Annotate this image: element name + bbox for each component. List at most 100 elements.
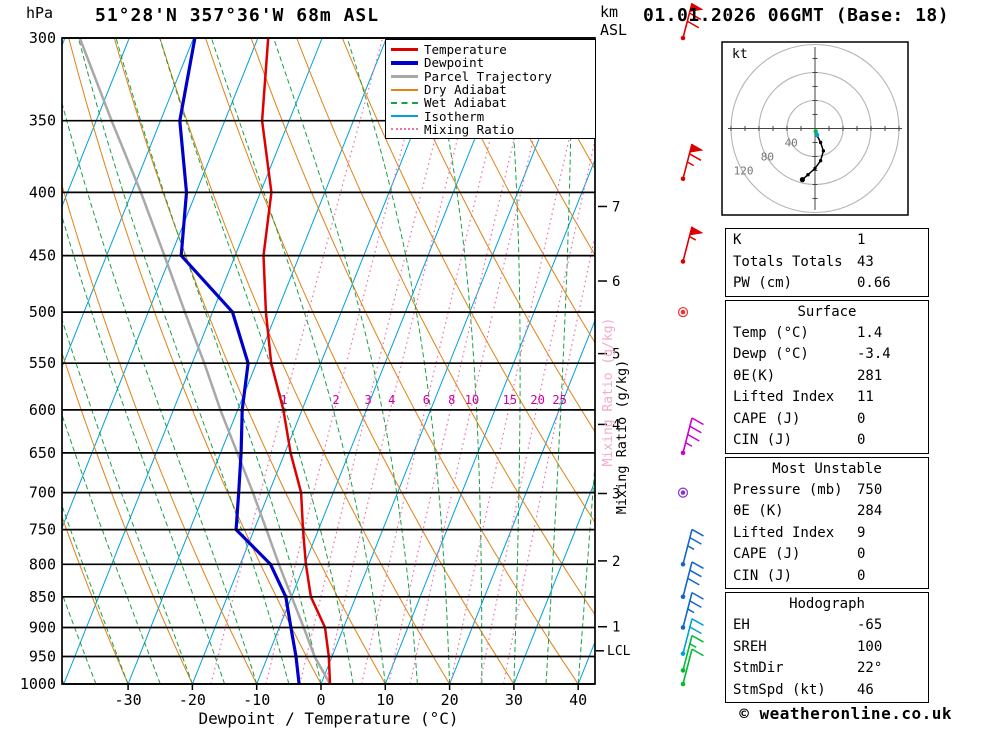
svg-text:120: 120: [734, 165, 754, 178]
svg-text:350: 350: [29, 112, 56, 130]
wind-barb: [680, 561, 704, 600]
svg-text:2: 2: [612, 554, 620, 570]
table-row-label: θE (K): [733, 503, 784, 519]
table-row-label: K: [733, 232, 742, 248]
table-row-value: 9: [857, 524, 866, 541]
legend-item: Dewpoint: [391, 56, 591, 69]
table-row: Totals Totals 43: [726, 252, 928, 274]
table-row: CIN (J) 0: [726, 430, 928, 452]
plot-frame: [61, 37, 596, 685]
svg-text:5: 5: [612, 347, 620, 363]
legend-label: Temperature: [424, 42, 507, 58]
table-row: EH -65: [726, 615, 928, 637]
table-row-label: Temp (°C): [733, 324, 809, 341]
svg-text:950: 950: [29, 647, 56, 665]
legend-swatch: [391, 48, 418, 52]
svg-text:-20: -20: [179, 691, 206, 709]
svg-text:30: 30: [505, 691, 523, 709]
svg-text:1: 1: [280, 393, 287, 407]
svg-text:0: 0: [316, 691, 325, 709]
table-section: K 1 Totals Totals 43 PW (cm) 0.66: [725, 228, 929, 297]
table-row-label: StmDir: [733, 660, 784, 676]
wind-barb: [680, 634, 704, 673]
svg-text:80: 80: [761, 151, 774, 164]
legend-swatch: [391, 74, 418, 78]
table-row: CAPE (J) 0: [726, 544, 928, 566]
wind-barb: [680, 648, 704, 687]
table-row-label: Dewp (°C): [733, 346, 809, 362]
datetime-title: 01.01.2026 06GMT (Base: 18): [643, 5, 950, 26]
legend-label: Dry Adiabat: [424, 82, 507, 98]
svg-text:600: 600: [29, 401, 56, 419]
table-row-label: CIN (J): [733, 432, 793, 448]
table-section: Most Unstable Pressure (mb) 750 θE (K) 284 Li…: [725, 456, 929, 589]
table-row-label: Lifted Index: [733, 389, 835, 405]
legend-label: Mixing Ratio: [424, 121, 515, 137]
wind-barb: [677, 306, 689, 318]
table-row: Dewp (°C) -3.4: [726, 344, 928, 366]
table-row-value: 0: [857, 432, 866, 448]
x-axis-label: Dewpoint / Temperature (°C): [198, 709, 459, 728]
table-row-value: 46: [857, 681, 874, 698]
legend-item: Isotherm: [391, 108, 591, 124]
mixing-ratio-axis-label-ghost: Mixing Ratio (g/kg): [601, 318, 616, 467]
table-row-label: PW (cm): [733, 275, 793, 291]
svg-text:500: 500: [29, 303, 56, 321]
svg-text:3: 3: [612, 486, 620, 502]
svg-text:750: 750: [29, 521, 56, 539]
table-section: Hodograph EH -65 SREH 100 StmDir 22° StmSpd (kt…: [725, 592, 929, 703]
table-row-label: CAPE (J): [733, 546, 801, 562]
svg-text:550: 550: [29, 354, 56, 372]
wind-barbs-group: [677, 2, 704, 687]
svg-text:20: 20: [530, 393, 544, 407]
isotherms-group: [62, 38, 595, 684]
table-row-value: 750: [857, 481, 883, 498]
table-section-header: Surface: [797, 303, 857, 320]
table-row-value: 100: [857, 638, 883, 655]
table-row-label: θE(K): [733, 367, 776, 384]
mixing-ratio-labels: 1 2 3 4 6 8 10 15 20 25: [280, 393, 567, 407]
table-row: θE(K) 281: [726, 366, 928, 388]
km-axis: 1 2 3 4 5 6 7: [598, 199, 620, 636]
page-title: 51°28'N 357°36'W 68m ASL: [95, 5, 380, 26]
legend-item: Dry Adiabat: [391, 83, 591, 96]
wind-barb: [680, 226, 704, 264]
svg-text:LCL: LCL: [607, 644, 631, 659]
parcel-trajectory-curve: [78, 38, 332, 684]
svg-text:25: 25: [552, 393, 566, 407]
svg-text:15: 15: [503, 393, 517, 407]
legend-label: Dewpoint: [424, 55, 485, 71]
table-row-value: 0: [857, 410, 866, 427]
legend-swatch: [391, 101, 418, 104]
legend-item: Temperature: [391, 43, 591, 56]
wind-barb: [680, 591, 704, 630]
svg-text:6: 6: [423, 393, 430, 407]
pressure-axis-unit: hPa: [26, 4, 54, 22]
table-row-label: Totals Totals: [733, 253, 843, 270]
legend-item: Mixing Ratio: [391, 123, 591, 136]
svg-text:-10: -10: [243, 691, 270, 709]
wind-barb: [680, 417, 704, 456]
svg-text:10: 10: [376, 691, 394, 709]
table-section-header: Most Unstable: [772, 460, 882, 477]
svg-text:kt: kt: [732, 47, 748, 62]
lcl-marker: LCL: [596, 644, 631, 659]
table-section-header: Hodograph: [789, 596, 865, 612]
legend-label: Isotherm: [424, 108, 485, 124]
legend-swatch: [391, 60, 418, 65]
legend-item: Wet Adiabat: [391, 96, 591, 109]
svg-text:40: 40: [569, 691, 587, 709]
table-row: θE (K) 284: [726, 501, 928, 523]
table-row-value: 11: [857, 389, 874, 405]
table-row: PW (cm) 0.66: [726, 273, 928, 295]
table-row-value: 1.4: [857, 324, 883, 341]
copyright: © weatheronline.co.uk: [739, 704, 952, 723]
svg-text:450: 450: [29, 247, 56, 265]
svg-text:20: 20: [441, 691, 459, 709]
legend-label: Parcel Trajectory: [424, 68, 552, 84]
svg-text:700: 700: [29, 484, 56, 502]
svg-text:300: 300: [29, 29, 56, 47]
